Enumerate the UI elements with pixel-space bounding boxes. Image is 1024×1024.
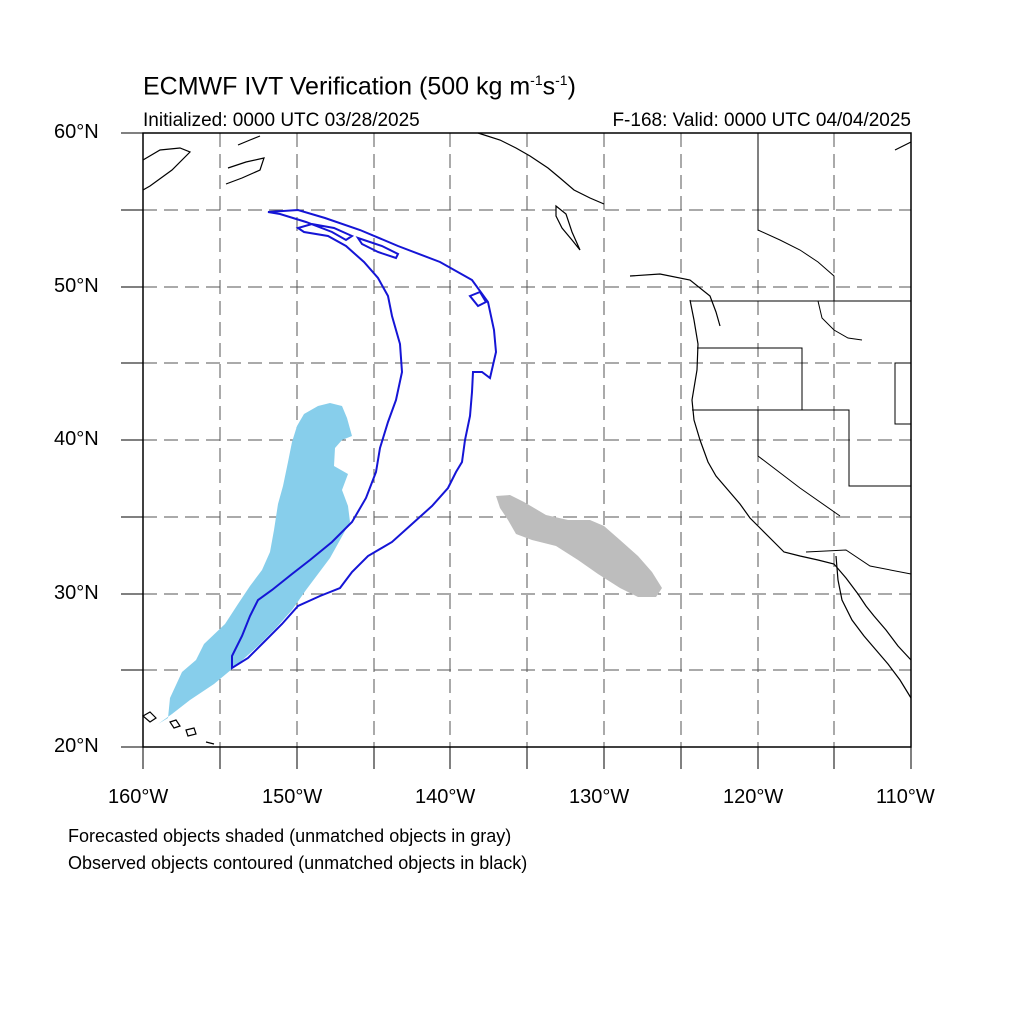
forecast-object-matched — [158, 403, 352, 724]
initialized-time: Initialized: 0000 UTC 03/28/2025 — [143, 110, 420, 131]
footer-note-observed: Observed objects contoured (unmatched ob… — [68, 853, 528, 873]
axis-ticks — [121, 132, 912, 769]
coastlines — [141, 132, 912, 745]
lon-label-150w: 150°W — [262, 786, 323, 808]
lon-label-120w: 120°W — [723, 786, 784, 808]
lat-label-20n: 20°N — [54, 735, 99, 757]
lon-label-140w: 140°W — [415, 786, 476, 808]
observed-object-hole — [355, 236, 400, 260]
lat-label-30n: 30°N — [54, 582, 99, 604]
lat-label-60n: 60°N — [54, 121, 99, 143]
lon-label-110w: 110°W — [876, 786, 935, 808]
lat-label-50n: 50°N — [54, 275, 99, 297]
footer-note-forecast: Forecasted objects shaded (unmatched obj… — [68, 826, 512, 846]
boundaries — [690, 133, 912, 575]
gridlines — [143, 133, 911, 747]
valid-time: F-168: Valid: 0000 UTC 04/04/2025 — [612, 110, 911, 131]
chart-title: ECMWF IVT Verification (500 kg m-1s-1) — [143, 72, 576, 101]
lon-label-130w: 130°W — [569, 786, 630, 808]
lon-label-160w: 160°W — [108, 786, 169, 808]
forecast-object-unmatched — [496, 495, 662, 597]
observed-object-hole-2 — [468, 290, 488, 308]
lat-label-40n: 40°N — [54, 428, 99, 450]
observed-object-matched — [231, 208, 498, 670]
